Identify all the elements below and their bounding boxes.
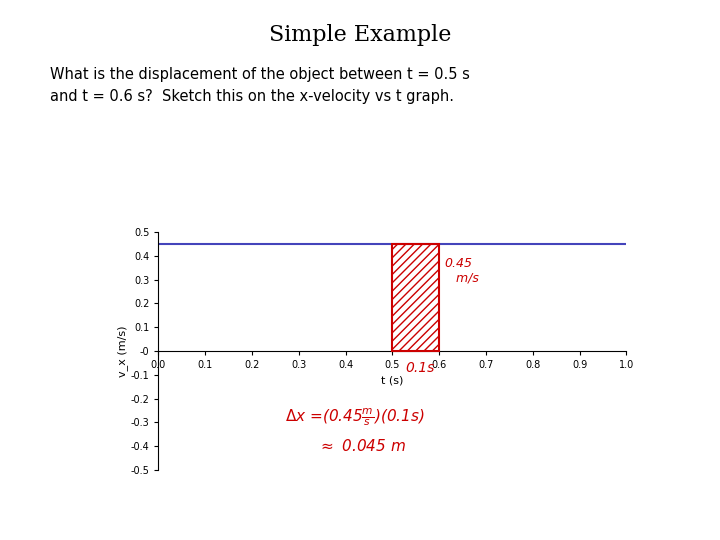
Text: What is the displacement of the object between t = 0.5 s: What is the displacement of the object b… [50, 68, 470, 83]
X-axis label: t (s): t (s) [381, 376, 404, 386]
Text: $\Delta$x =(0.45$\frac{m}{s}$)(0.1s): $\Delta$x =(0.45$\frac{m}{s}$)(0.1s) [285, 407, 425, 428]
Bar [392, 244, 439, 351]
Text: 0.1s: 0.1s [406, 361, 435, 375]
Y-axis label: v_x (m/s): v_x (m/s) [117, 325, 127, 377]
Text: and t = 0.6 s?  Sketch this on the x-velocity vs t graph.: and t = 0.6 s? Sketch this on the x-velo… [50, 89, 454, 104]
Bar [392, 244, 439, 351]
Text: 0.45
   m/s: 0.45 m/s [444, 257, 479, 285]
Text: Simple Example: Simple Example [269, 24, 451, 46]
Text: $\approx$ 0.045 m: $\approx$ 0.045 m [318, 438, 405, 454]
